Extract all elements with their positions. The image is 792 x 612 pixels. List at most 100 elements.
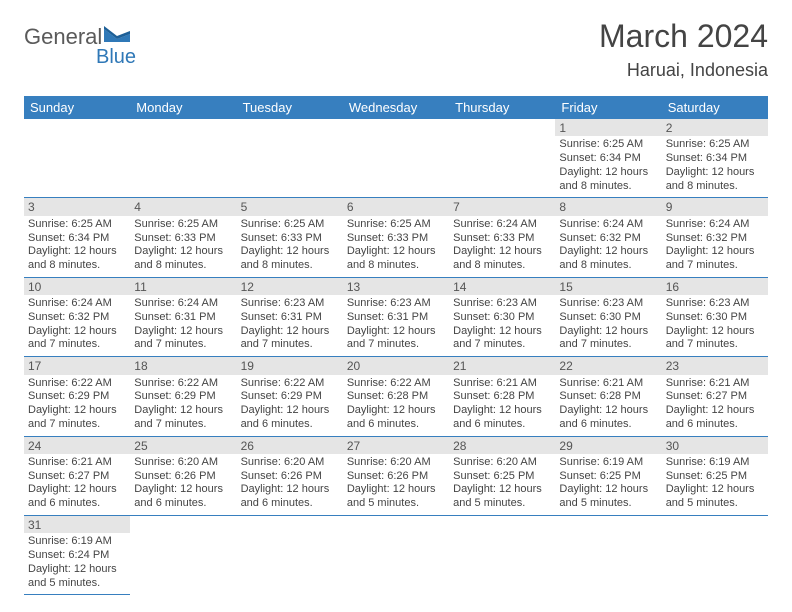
- sunset-text: Sunset: 6:26 PM: [347, 470, 445, 484]
- sunrise-text: Sunrise: 6:21 AM: [28, 456, 126, 470]
- calendar-cell: 11Sunrise: 6:24 AMSunset: 6:31 PMDayligh…: [130, 277, 236, 356]
- daylight-text: Daylight: 12 hours and 8 minutes.: [559, 166, 657, 194]
- sunrise-text: Sunrise: 6:22 AM: [28, 377, 126, 391]
- sunrise-text: Sunrise: 6:24 AM: [28, 297, 126, 311]
- day-details: Sunrise: 6:24 AMSunset: 6:33 PMDaylight:…: [449, 216, 555, 277]
- page: General Blue March 2024 Haruai, Indonesi…: [0, 0, 792, 612]
- weekday-thursday: Thursday: [449, 96, 555, 119]
- sunset-text: Sunset: 6:33 PM: [241, 232, 339, 246]
- calendar-cell: 19Sunrise: 6:22 AMSunset: 6:29 PMDayligh…: [237, 357, 343, 436]
- sunrise-text: Sunrise: 6:25 AM: [241, 218, 339, 232]
- calendar-row: 17Sunrise: 6:22 AMSunset: 6:29 PMDayligh…: [24, 357, 768, 436]
- sunrise-text: Sunrise: 6:24 AM: [559, 218, 657, 232]
- day-details: Sunrise: 6:24 AMSunset: 6:32 PMDaylight:…: [555, 216, 661, 277]
- day-details: Sunrise: 6:20 AMSunset: 6:26 PMDaylight:…: [237, 454, 343, 515]
- day-number: 18: [130, 357, 236, 374]
- day-details: Sunrise: 6:25 AMSunset: 6:33 PMDaylight:…: [130, 216, 236, 277]
- daylight-text: Daylight: 12 hours and 5 minutes.: [559, 483, 657, 511]
- calendar-cell: 23Sunrise: 6:21 AMSunset: 6:27 PMDayligh…: [662, 357, 768, 436]
- sunset-text: Sunset: 6:31 PM: [347, 311, 445, 325]
- day-number: 25: [130, 437, 236, 454]
- sunrise-text: Sunrise: 6:20 AM: [347, 456, 445, 470]
- logo: General Blue: [24, 24, 130, 50]
- sunrise-text: Sunrise: 6:20 AM: [134, 456, 232, 470]
- sunset-text: Sunset: 6:29 PM: [241, 390, 339, 404]
- day-details: Sunrise: 6:22 AMSunset: 6:29 PMDaylight:…: [130, 375, 236, 436]
- sunrise-text: Sunrise: 6:25 AM: [347, 218, 445, 232]
- calendar-cell: 21Sunrise: 6:21 AMSunset: 6:28 PMDayligh…: [449, 357, 555, 436]
- header: General Blue March 2024 Haruai, Indonesi…: [24, 18, 768, 96]
- sunrise-text: Sunrise: 6:19 AM: [28, 535, 126, 549]
- daylight-text: Daylight: 12 hours and 8 minutes.: [241, 245, 339, 273]
- day-number: 27: [343, 437, 449, 454]
- location-subtitle: Haruai, Indonesia: [627, 60, 768, 81]
- calendar-cell: [237, 119, 343, 198]
- day-details: Sunrise: 6:19 AMSunset: 6:25 PMDaylight:…: [555, 454, 661, 515]
- calendar-cell: 7Sunrise: 6:24 AMSunset: 6:33 PMDaylight…: [449, 198, 555, 277]
- calendar-cell: 1Sunrise: 6:25 AMSunset: 6:34 PMDaylight…: [555, 119, 661, 198]
- sunset-text: Sunset: 6:25 PM: [453, 470, 551, 484]
- sunrise-text: Sunrise: 6:25 AM: [559, 138, 657, 152]
- calendar-cell: [343, 119, 449, 198]
- day-details: Sunrise: 6:22 AMSunset: 6:28 PMDaylight:…: [343, 375, 449, 436]
- sunrise-text: Sunrise: 6:22 AM: [347, 377, 445, 391]
- calendar-row: 1Sunrise: 6:25 AMSunset: 6:34 PMDaylight…: [24, 119, 768, 198]
- calendar-cell: 8Sunrise: 6:24 AMSunset: 6:32 PMDaylight…: [555, 198, 661, 277]
- calendar-cell: 6Sunrise: 6:25 AMSunset: 6:33 PMDaylight…: [343, 198, 449, 277]
- day-number: 2: [662, 119, 768, 136]
- calendar-cell: 24Sunrise: 6:21 AMSunset: 6:27 PMDayligh…: [24, 436, 130, 515]
- daylight-text: Daylight: 12 hours and 5 minutes.: [28, 563, 126, 591]
- sunset-text: Sunset: 6:31 PM: [241, 311, 339, 325]
- calendar-cell: 27Sunrise: 6:20 AMSunset: 6:26 PMDayligh…: [343, 436, 449, 515]
- page-title: March 2024: [599, 18, 768, 55]
- day-details: Sunrise: 6:20 AMSunset: 6:25 PMDaylight:…: [449, 454, 555, 515]
- daylight-text: Daylight: 12 hours and 8 minutes.: [347, 245, 445, 273]
- day-details: Sunrise: 6:19 AMSunset: 6:24 PMDaylight:…: [24, 533, 130, 594]
- day-number: 26: [237, 437, 343, 454]
- calendar-cell: 10Sunrise: 6:24 AMSunset: 6:32 PMDayligh…: [24, 277, 130, 356]
- weekday-wednesday: Wednesday: [343, 96, 449, 119]
- sunset-text: Sunset: 6:33 PM: [453, 232, 551, 246]
- day-details: Sunrise: 6:20 AMSunset: 6:26 PMDaylight:…: [343, 454, 449, 515]
- sunrise-text: Sunrise: 6:23 AM: [347, 297, 445, 311]
- calendar-cell: 16Sunrise: 6:23 AMSunset: 6:30 PMDayligh…: [662, 277, 768, 356]
- calendar-cell: 12Sunrise: 6:23 AMSunset: 6:31 PMDayligh…: [237, 277, 343, 356]
- logo-word-2: Blue: [96, 46, 136, 69]
- day-details: Sunrise: 6:23 AMSunset: 6:31 PMDaylight:…: [237, 295, 343, 356]
- day-details: Sunrise: 6:22 AMSunset: 6:29 PMDaylight:…: [24, 375, 130, 436]
- daylight-text: Daylight: 12 hours and 7 minutes.: [134, 404, 232, 432]
- sunrise-text: Sunrise: 6:20 AM: [453, 456, 551, 470]
- daylight-text: Daylight: 12 hours and 5 minutes.: [453, 483, 551, 511]
- daylight-text: Daylight: 12 hours and 6 minutes.: [559, 404, 657, 432]
- day-details: Sunrise: 6:21 AMSunset: 6:28 PMDaylight:…: [555, 375, 661, 436]
- day-number: 14: [449, 278, 555, 295]
- sunrise-text: Sunrise: 6:22 AM: [241, 377, 339, 391]
- day-details: Sunrise: 6:25 AMSunset: 6:34 PMDaylight:…: [662, 136, 768, 197]
- sunset-text: Sunset: 6:30 PM: [559, 311, 657, 325]
- daylight-text: Daylight: 12 hours and 8 minutes.: [28, 245, 126, 273]
- sunset-text: Sunset: 6:25 PM: [666, 470, 764, 484]
- calendar-cell: 26Sunrise: 6:20 AMSunset: 6:26 PMDayligh…: [237, 436, 343, 515]
- daylight-text: Daylight: 12 hours and 7 minutes.: [28, 404, 126, 432]
- calendar-cell: 9Sunrise: 6:24 AMSunset: 6:32 PMDaylight…: [662, 198, 768, 277]
- sunset-text: Sunset: 6:30 PM: [453, 311, 551, 325]
- daylight-text: Daylight: 12 hours and 8 minutes.: [453, 245, 551, 273]
- day-number: 19: [237, 357, 343, 374]
- calendar-cell: 31Sunrise: 6:19 AMSunset: 6:24 PMDayligh…: [24, 515, 130, 594]
- sunset-text: Sunset: 6:32 PM: [28, 311, 126, 325]
- day-number: 16: [662, 278, 768, 295]
- day-number: 21: [449, 357, 555, 374]
- day-number: 31: [24, 516, 130, 533]
- day-number: 1: [555, 119, 661, 136]
- sunset-text: Sunset: 6:29 PM: [134, 390, 232, 404]
- daylight-text: Daylight: 12 hours and 6 minutes.: [666, 404, 764, 432]
- sunrise-text: Sunrise: 6:25 AM: [134, 218, 232, 232]
- day-details: Sunrise: 6:24 AMSunset: 6:32 PMDaylight:…: [662, 216, 768, 277]
- day-number: 23: [662, 357, 768, 374]
- calendar-body: 1Sunrise: 6:25 AMSunset: 6:34 PMDaylight…: [24, 119, 768, 595]
- sunrise-text: Sunrise: 6:24 AM: [666, 218, 764, 232]
- day-details: Sunrise: 6:23 AMSunset: 6:30 PMDaylight:…: [449, 295, 555, 356]
- daylight-text: Daylight: 12 hours and 6 minutes.: [347, 404, 445, 432]
- sunrise-text: Sunrise: 6:19 AM: [666, 456, 764, 470]
- calendar-table: Sunday Monday Tuesday Wednesday Thursday…: [24, 96, 768, 595]
